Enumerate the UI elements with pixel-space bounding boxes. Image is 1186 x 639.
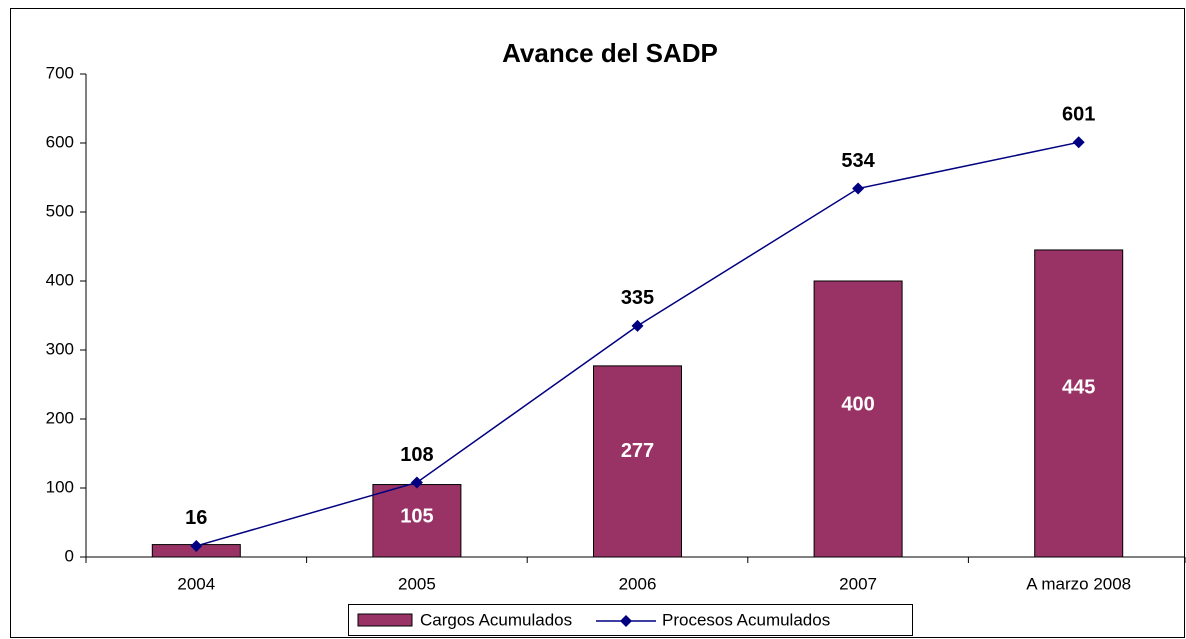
bar-label: 445 (1062, 376, 1095, 398)
point-label: 108 (400, 444, 433, 466)
bar (1034, 249, 1124, 558)
marker (631, 319, 644, 332)
x-tick-label: A marzo 2008 (1026, 574, 1131, 593)
bar (372, 484, 462, 558)
marker (852, 182, 865, 195)
bar-label: 277 (621, 440, 654, 462)
point-label: 601 (1062, 104, 1095, 126)
bar (593, 365, 682, 558)
legend-label: Cargos Acumulados (420, 610, 572, 629)
marker (410, 476, 423, 489)
legend-marker (620, 615, 632, 627)
bar-label: 400 (841, 393, 874, 415)
x-tick-label: 2006 (619, 574, 657, 593)
x-tick-label: 2007 (839, 574, 877, 593)
y-tick-label: 100 (46, 477, 74, 496)
marker (190, 539, 203, 552)
point-label: 534 (841, 150, 875, 172)
y-tick-label: 0 (65, 546, 74, 565)
legend-label: Procesos Acumulados (662, 610, 830, 629)
point-label: 335 (621, 287, 654, 309)
x-tick-label: 2004 (177, 574, 215, 593)
y-tick-label: 600 (46, 132, 74, 151)
y-tick-label: 700 (46, 63, 74, 82)
x-tick-label: 2005 (398, 574, 436, 593)
legend-swatch (357, 613, 413, 627)
marker (1072, 136, 1085, 149)
bar-label: 105 (400, 505, 433, 527)
bar (813, 280, 903, 558)
chart-title: Avance del SADP (502, 38, 718, 68)
y-tick-label: 300 (46, 339, 74, 358)
y-tick-label: 200 (46, 408, 74, 427)
y-tick-label: 500 (46, 201, 74, 220)
point-label: 16 (185, 507, 207, 529)
y-tick-label: 400 (46, 270, 74, 289)
